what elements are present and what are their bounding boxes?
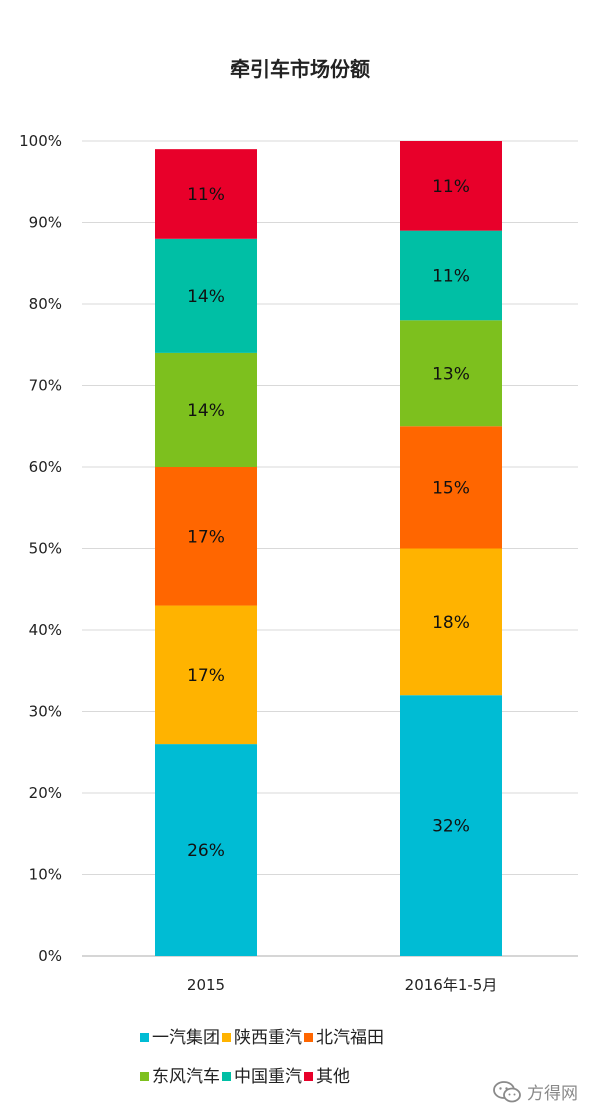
y-tick-label: 90%	[29, 214, 62, 232]
data-label: 17%	[187, 527, 225, 547]
data-label: 17%	[187, 666, 225, 686]
data-label: 11%	[432, 177, 470, 197]
bar-segment	[400, 141, 502, 231]
y-tick-label: 80%	[29, 295, 62, 313]
data-label: 18%	[432, 613, 470, 633]
legend-label: 其他	[316, 1067, 350, 1087]
bar-segment	[400, 230, 502, 321]
data-label: 32%	[432, 817, 470, 837]
data-label: 14%	[187, 401, 225, 421]
x-axis-ticks: 2015 2016年1-5月	[187, 976, 497, 994]
data-label: 13%	[432, 364, 470, 384]
data-label: 15%	[432, 478, 470, 498]
legend-swatch	[140, 1072, 149, 1081]
bar-segment	[400, 548, 502, 696]
legend-label: 北汽福田	[316, 1028, 384, 1048]
data-label: 14%	[187, 287, 225, 307]
bar-segment	[400, 426, 502, 549]
x-tick-label: 2015	[187, 976, 225, 994]
chart-title: 牵引车市场份额	[230, 57, 370, 81]
legend-swatch	[304, 1072, 313, 1081]
data-label: 11%	[187, 185, 225, 205]
data-label: 11%	[432, 266, 470, 286]
legend-label: 东风汽车	[152, 1067, 220, 1087]
legend-swatch	[222, 1033, 231, 1042]
bar-segment	[155, 352, 257, 467]
bars: 26% 17% 17% 14% 14% 11% 32% 18% 15% 13% 11% 11%	[155, 141, 502, 956]
legend-label: 一汽集团	[152, 1028, 220, 1048]
legend-swatch	[304, 1033, 313, 1042]
legend-label: 陕西重汽	[234, 1028, 302, 1048]
bar-segment	[155, 238, 257, 353]
y-tick-label: 30%	[29, 703, 62, 721]
bar-segment	[400, 695, 502, 956]
bar-segment	[155, 605, 257, 745]
y-tick-label: 10%	[29, 866, 62, 884]
y-tick-label: 60%	[29, 458, 62, 476]
legend-swatch	[222, 1072, 231, 1081]
y-tick-label: 20%	[29, 784, 62, 802]
y-tick-label: 100%	[19, 132, 62, 150]
bar-segment	[155, 467, 257, 606]
bar-segment	[155, 149, 257, 239]
y-tick-label: 50%	[29, 540, 62, 558]
legend-swatch	[140, 1033, 149, 1042]
x-tick-label: 2016年1-5月	[405, 976, 498, 994]
watermark-text: 方得网	[527, 1084, 578, 1104]
y-tick-label: 40%	[29, 621, 62, 639]
y-axis-ticks: 0% 10% 20% 30% 40% 50% 60% 70% 80% 90% 100%	[19, 132, 62, 965]
watermark: 方得网	[493, 1079, 578, 1104]
bar-segment	[155, 744, 257, 956]
legend-label: 中国重汽	[234, 1067, 302, 1087]
y-tick-label: 70%	[29, 377, 62, 395]
wechat-icon	[493, 1080, 521, 1102]
data-label: 26%	[187, 841, 225, 861]
bar-segment	[400, 320, 502, 427]
y-tick-label: 0%	[38, 947, 62, 965]
